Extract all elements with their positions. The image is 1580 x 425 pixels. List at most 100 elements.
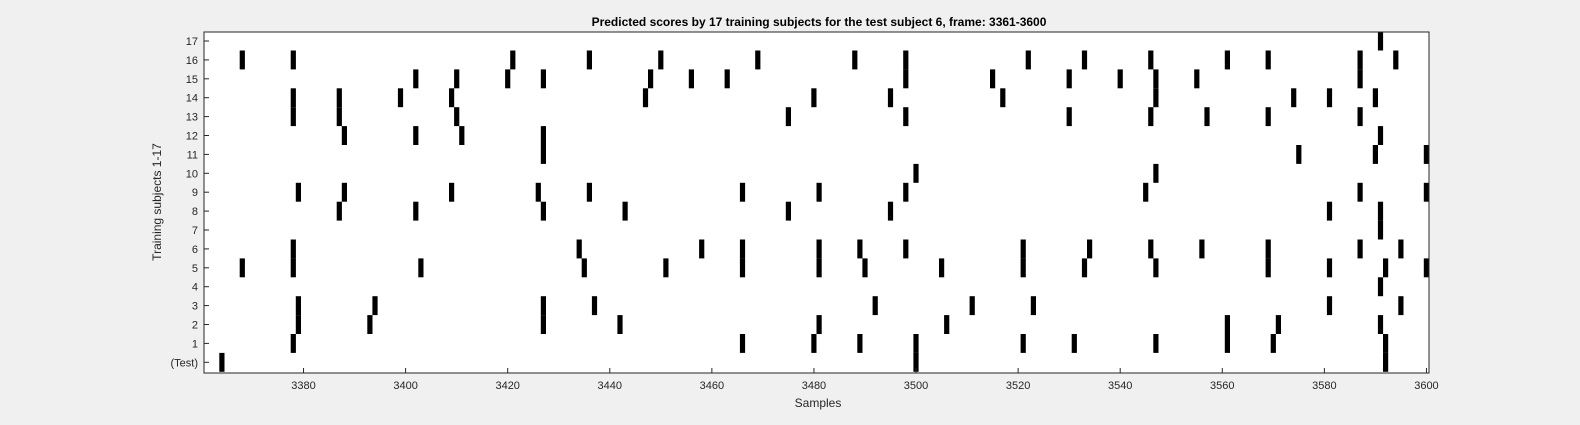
raster-mark-row-1-1 (739, 334, 746, 353)
raster-mark-row-1-5 (1020, 334, 1026, 353)
raster-mark-row-3-7 (1326, 296, 1333, 316)
raster-mark-row-6-2 (699, 239, 705, 259)
raster-mark-row-3-1 (372, 296, 378, 316)
raster-mark-row-8-1 (413, 201, 419, 221)
raster-mark-row-6-1 (576, 239, 582, 259)
raster-mark-row-13-6 (1148, 107, 1154, 127)
y-tick-label-16: 16 (186, 55, 198, 67)
raster-mark-row-14-9 (1291, 88, 1297, 108)
raster-mark-row-10-0 (913, 163, 919, 183)
raster-mark-row-1-7 (1153, 334, 1159, 353)
raster-mark-row-6-13 (1398, 239, 1404, 259)
raster-mark-row-12-1 (413, 126, 419, 145)
raster-mark-row-15-11 (1153, 69, 1159, 89)
raster-mark-row-2-5 (944, 315, 950, 334)
raster-mark-row-13-8 (1265, 107, 1271, 127)
raster-mark-row-3-0 (295, 296, 301, 316)
raster-mark-row-13-2 (454, 107, 460, 127)
raster-mark-row-14-11 (1372, 88, 1378, 108)
raster-mark-row-1-4 (913, 334, 919, 353)
x-tick-label-11: 3600 (1414, 380, 1438, 392)
raster-mark-row-14-1 (336, 88, 342, 108)
raster-mark-row-5-2 (418, 258, 424, 278)
raster-mark-row-9-5 (739, 182, 746, 202)
raster-mark-row-0-0 (219, 352, 225, 372)
y-tick-label-9: 9 (192, 187, 198, 199)
raster-mark-row-14-7 (1000, 88, 1006, 108)
raster-mark-row-14-0 (290, 88, 296, 108)
raster-mark-row-14-2 (397, 88, 404, 108)
raster-mark-row-3-5 (969, 296, 975, 316)
raster-mark-row-8-6 (1326, 201, 1333, 221)
raster-mark-row-3-4 (872, 296, 878, 316)
raster-mark-row-13-0 (290, 107, 296, 127)
raster-marks (219, 31, 1429, 372)
raster-mark-row-14-4 (642, 88, 649, 108)
y-tick-label-2: 2 (192, 320, 198, 332)
raster-mark-row-16-12 (1265, 50, 1271, 70)
x-tick-label-6: 3500 (904, 380, 928, 392)
raster-mark-row-16-10 (1148, 50, 1154, 70)
raster-mark-row-5-5 (739, 258, 746, 278)
raster-mark-row-15-3 (540, 69, 546, 89)
y-tick-label-17: 17 (186, 36, 198, 48)
x-tick-label-5: 3480 (802, 380, 826, 392)
x-tick-label-7: 3520 (1006, 380, 1030, 392)
raster-mark-row-9-0 (295, 182, 301, 202)
raster-mark-row-3-3 (591, 296, 598, 316)
raster-mark-row-13-9 (1357, 107, 1363, 127)
raster-mark-row-7-0 (1377, 220, 1384, 240)
raster-mark-row-15-9 (1066, 69, 1072, 89)
raster-mark-row-16-2 (510, 50, 516, 70)
raster-mark-row-16-11 (1224, 50, 1230, 70)
x-tick-label-0: 3380 (291, 380, 315, 392)
raster-mark-row-5-9 (1020, 258, 1026, 278)
raster-mark-row-11-1 (1296, 145, 1302, 164)
raster-mark-row-3-8 (1398, 296, 1404, 316)
raster-mark-row-15-6 (724, 69, 730, 89)
raster-mark-row-9-6 (816, 182, 822, 202)
x-tick-label-10: 3580 (1312, 380, 1336, 392)
raster-mark-row-8-2 (540, 201, 546, 221)
raster-mark-row-14-5 (811, 88, 817, 108)
y-tick-label-15: 15 (186, 74, 198, 86)
y-tick-label-1: 1 (192, 338, 198, 350)
raster-mark-row-1-6 (1071, 334, 1077, 353)
raster-mark-row-1-0 (290, 334, 296, 353)
raster-mark-row-12-2 (459, 126, 465, 145)
raster-mark-row-3-6 (1030, 296, 1036, 316)
raster-mark-row-15-2 (505, 69, 511, 89)
y-tick-label-11: 11 (187, 149, 198, 161)
raster-mark-row-14-3 (449, 88, 455, 108)
raster-mark-row-9-1 (341, 182, 347, 202)
raster-mark-row-13-5 (1066, 107, 1072, 127)
x-tick-label-9: 3560 (1210, 380, 1234, 392)
raster-mark-row-9-4 (586, 182, 592, 202)
raster-mark-row-15-1 (454, 69, 460, 89)
raster-mark-row-13-3 (785, 107, 791, 127)
y-tick-label-4: 4 (192, 282, 198, 294)
raster-mark-row-11-3 (1423, 145, 1429, 164)
raster-mark-row-14-10 (1326, 88, 1333, 108)
raster-mark-row-5-15 (1423, 258, 1429, 278)
raster-mark-row-14-8 (1153, 88, 1159, 108)
raster-mark-row-15-8 (990, 69, 996, 89)
raster-mark-row-8-0 (336, 201, 342, 221)
raster-mark-row-2-6 (1224, 315, 1230, 334)
y-tick-label-13: 13 (186, 112, 198, 124)
raster-mark-row-15-10 (1117, 69, 1123, 89)
raster-mark-row-0-2 (1383, 352, 1389, 372)
raster-mark-row-8-4 (785, 201, 791, 221)
raster-mark-row-16-4 (658, 50, 664, 70)
raster-mark-row-8-7 (1377, 201, 1384, 221)
y-tick-label-12: 12 (186, 131, 198, 143)
raster-mark-row-2-2 (540, 315, 546, 334)
raster-mark-row-13-7 (1204, 107, 1210, 127)
raster-mark-row-6-7 (1020, 239, 1026, 259)
raster-mark-row-2-0 (295, 315, 301, 334)
y-tick-label-5: 5 (192, 263, 198, 275)
raster-mark-row-16-5 (755, 50, 761, 70)
raster-mark-row-11-0 (540, 145, 546, 164)
